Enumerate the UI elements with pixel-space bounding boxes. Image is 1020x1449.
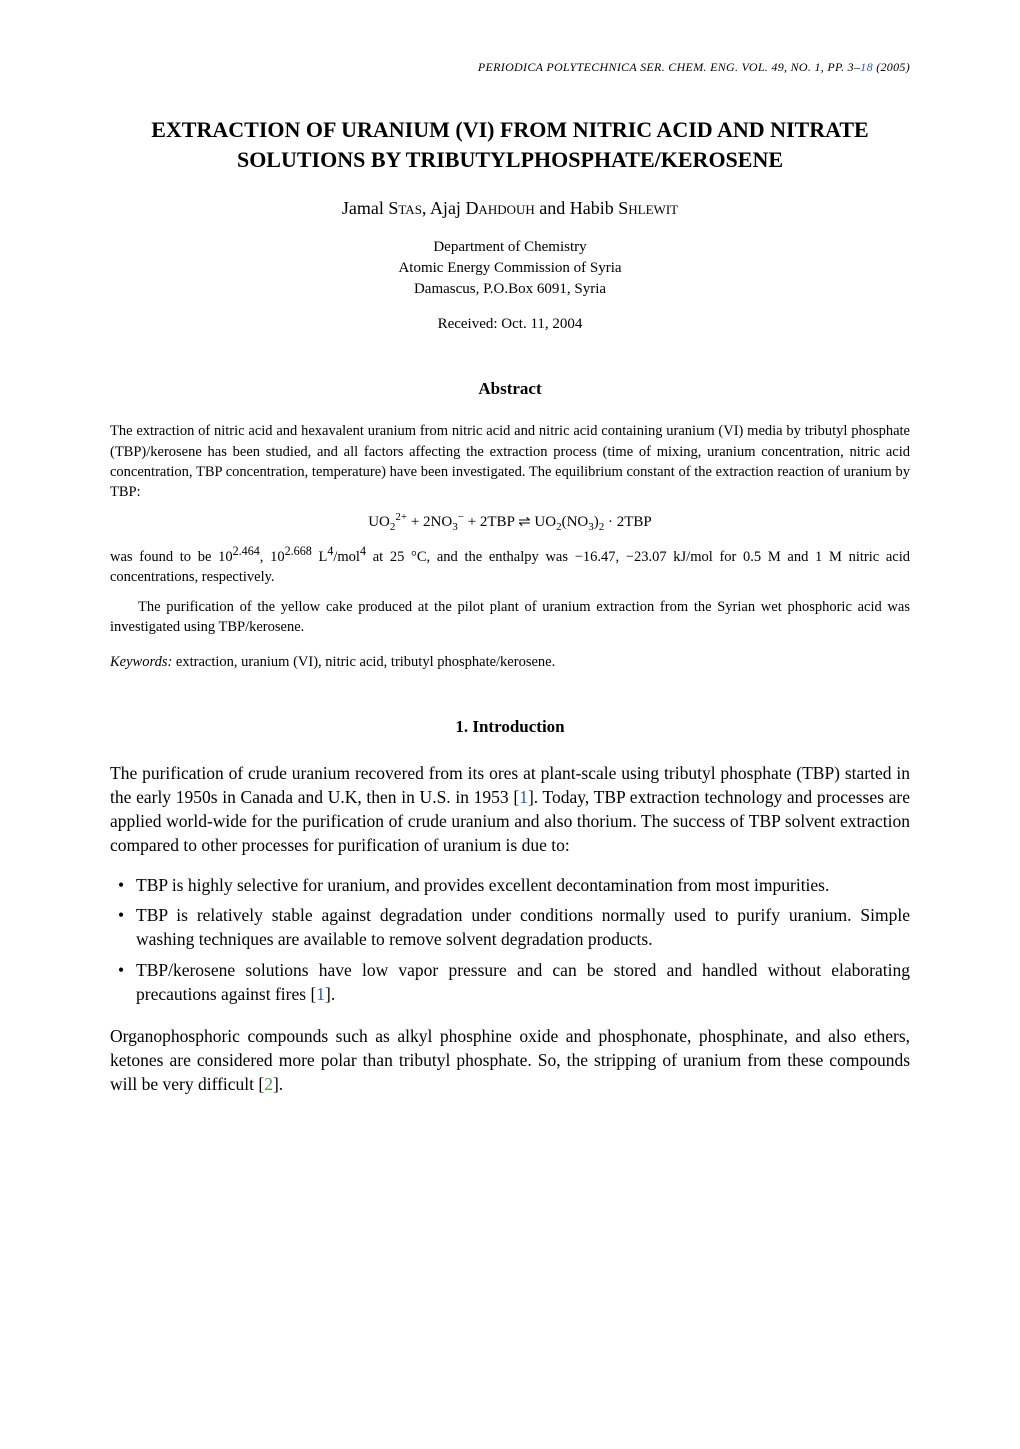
abstract-para2: was found to be 102.464, 102.668 L4/mol4… (110, 543, 910, 587)
author3-first: Habib (570, 198, 619, 218)
citation-2[interactable]: 2 (264, 1074, 273, 1094)
authors-line: Jamal Stas, Ajaj Dahdouh and Habib Shlew… (110, 198, 910, 219)
keywords-line: Keywords: extraction, uranium (VI), nitr… (110, 654, 910, 671)
intro-p2-a: Organophosphoric compounds such as alkyl… (110, 1026, 910, 1094)
affiliation-line3: Damascus, P.O.Box 6091, Syria (110, 279, 910, 300)
section1-heading: 1. Introduction (110, 717, 910, 737)
intro-bullet-list: TBP is highly selective for uranium, and… (110, 873, 910, 1006)
intro-p2-b: ]. (273, 1074, 283, 1094)
author2-first: Ajaj (430, 198, 466, 218)
abs-p2-exp1: 2.464 (233, 544, 260, 558)
citation-1[interactable]: 1 (519, 787, 528, 807)
abs-p2-mid3: /mol (333, 548, 360, 564)
author-sep2: and (535, 198, 570, 218)
intro-para1: The purification of crude uranium recove… (110, 761, 910, 858)
abstract-para3: The purification of the yellow cake prod… (110, 597, 910, 638)
abstract-equation: UO22+ + 2NO3− + 2TBP ⇌ UO2(NO3)2 · 2TBP (110, 511, 910, 533)
author2-last: Dahdouh (465, 198, 534, 218)
abstract-para1: The extraction of nitric acid and hexava… (110, 421, 910, 502)
bullet3-b: ]. (325, 984, 335, 1004)
affiliation-line1: Department of Chemistry (110, 237, 910, 258)
abs-p2-mid1: , 10 (260, 548, 285, 564)
bullet-item-2: TBP is relatively stable against degrada… (136, 903, 910, 951)
bullet-item-1: TBP is highly selective for uranium, and… (136, 873, 910, 897)
abstract-heading: Abstract (110, 379, 910, 399)
citation-1b[interactable]: 1 (316, 984, 325, 1004)
received-date: Received: Oct. 11, 2004 (110, 316, 910, 333)
author1-first: Jamal (342, 198, 389, 218)
abs-p2-prefix: was found to be 10 (110, 548, 233, 564)
journal-page-link[interactable]: 18 (860, 60, 873, 74)
journal-header: PERIODICA POLYTECHNICA SER. CHEM. ENG. V… (110, 60, 910, 75)
journal-line-suffix: (2005) (873, 60, 910, 74)
keywords-label: Keywords: (110, 654, 172, 670)
author1-last: Stas (388, 198, 422, 218)
affiliation: Department of Chemistry Atomic Energy Co… (110, 237, 910, 300)
intro-para2: Organophosphoric compounds such as alkyl… (110, 1024, 910, 1096)
paper-title: EXTRACTION OF URANIUM (VI) FROM NITRIC A… (110, 115, 910, 174)
author-sep1: , (422, 198, 430, 218)
abs-p2-mid2: L (312, 548, 328, 564)
affiliation-line2: Atomic Energy Commission of Syria (110, 258, 910, 279)
author3-last: Shlewit (618, 198, 678, 218)
abs-p2-exp2: 2.668 (285, 544, 312, 558)
journal-line-prefix: PERIODICA POLYTECHNICA SER. CHEM. ENG. V… (478, 60, 860, 74)
bullet3-a: TBP/kerosene solutions have low vapor pr… (136, 960, 910, 1004)
keywords-text: extraction, uranium (VI), nitric acid, t… (172, 654, 555, 670)
bullet-item-3: TBP/kerosene solutions have low vapor pr… (136, 958, 910, 1006)
